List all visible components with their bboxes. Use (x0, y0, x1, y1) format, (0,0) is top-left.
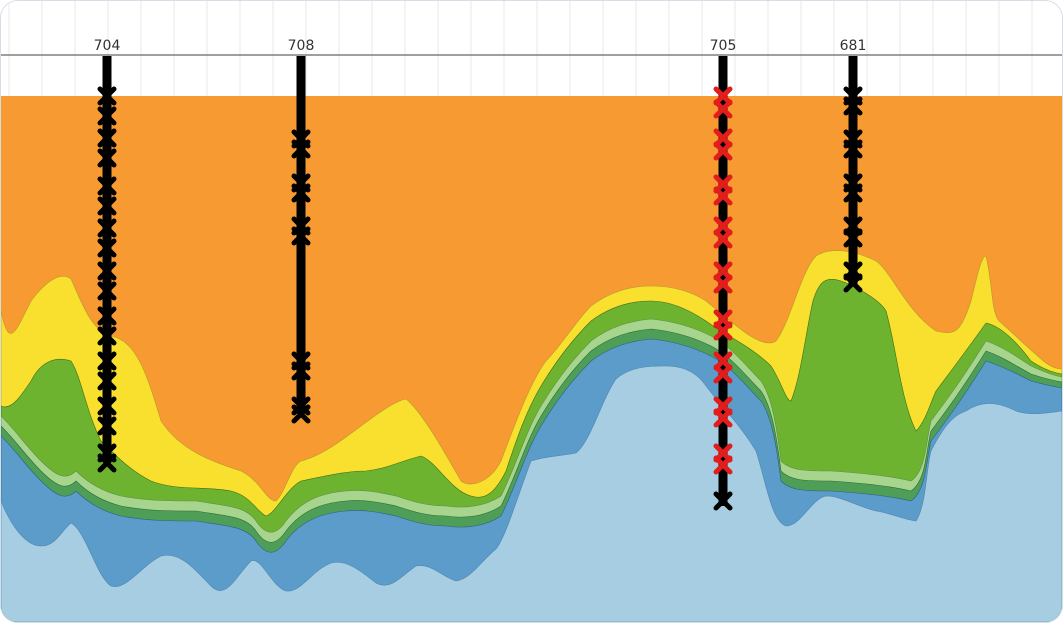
well-marker (713, 408, 733, 428)
well-marker (713, 186, 733, 206)
well-marker (97, 351, 117, 371)
well-marker (97, 371, 117, 391)
well-markers (97, 86, 117, 473)
well-label: 705 (710, 38, 737, 54)
well-marker (843, 228, 863, 248)
well-marker (713, 216, 733, 236)
well-marker (97, 281, 117, 301)
well-label: 708 (288, 38, 315, 54)
well-704[interactable]: 704 (94, 38, 121, 473)
well-marker (713, 86, 733, 106)
well-marker (713, 455, 733, 475)
well-marker (713, 141, 733, 161)
well-681[interactable]: 681 (840, 38, 867, 293)
blue-light-layer (1, 365, 1062, 622)
well-marker (97, 196, 117, 216)
well-marker (97, 148, 117, 168)
well-marker (97, 453, 117, 473)
well-markers (291, 129, 311, 424)
well-marker (291, 183, 311, 203)
well-marker (713, 351, 733, 371)
well-marker (713, 274, 733, 294)
well-label: 681 (840, 38, 867, 54)
well-marker (291, 404, 311, 424)
surface-band (1, 1, 1062, 96)
well-marker (713, 99, 733, 119)
well-marker (291, 361, 311, 381)
well-marker (97, 106, 117, 126)
well-marker (97, 176, 117, 196)
well-marker (97, 238, 117, 258)
well-bottom-marker (713, 491, 733, 511)
well-marker (713, 128, 733, 148)
well-marker (97, 416, 117, 436)
well-marker (291, 139, 311, 159)
well-705[interactable]: 705 (710, 38, 737, 511)
well-marker (713, 321, 733, 341)
well-708[interactable]: 708 (288, 38, 315, 424)
well-marker (713, 229, 733, 249)
well-label: 704 (94, 38, 121, 54)
well-marker (97, 396, 117, 416)
well-markers (713, 86, 733, 475)
well-marker (97, 86, 117, 106)
well-marker (97, 326, 117, 346)
well-marker (291, 226, 311, 246)
well-marker (843, 183, 863, 203)
well-marker (97, 128, 117, 148)
well-marker (843, 273, 863, 293)
well-markers (843, 86, 863, 293)
well-marker (713, 261, 733, 281)
well-marker (97, 261, 117, 281)
well-marker (843, 139, 863, 159)
well-marker (713, 491, 733, 511)
well-marker (843, 96, 863, 116)
well-marker (97, 218, 117, 238)
well-marker (97, 306, 117, 326)
well-marker (713, 364, 733, 384)
